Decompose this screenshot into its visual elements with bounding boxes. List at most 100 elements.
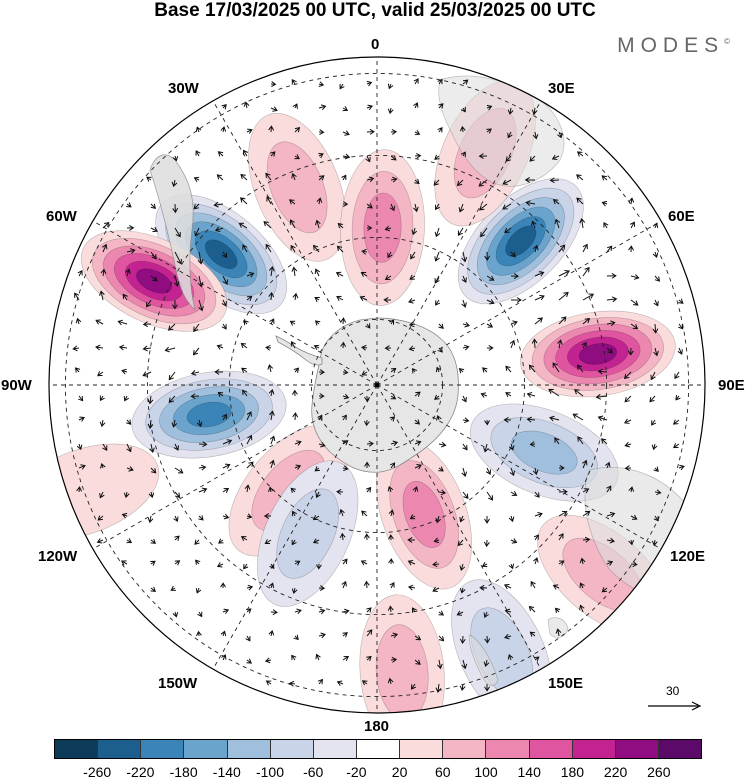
wind-arrow (601, 587, 608, 593)
wind-arrow (673, 443, 680, 449)
wind-arrow (508, 563, 515, 570)
wind-arrow (414, 391, 421, 397)
wind-arrow (414, 152, 422, 159)
wind-arrow (554, 607, 561, 614)
anomaly-contour (205, 239, 238, 270)
wind-arrow (317, 414, 323, 421)
wind-arrow (435, 683, 442, 693)
wind-arrow (214, 369, 224, 375)
wind-arrow (438, 489, 447, 496)
wind-arrow (413, 78, 419, 85)
wind-arrow (174, 227, 181, 238)
meridian-line (376, 384, 542, 670)
wind-arrow (579, 217, 586, 229)
wind-arrow (558, 465, 565, 471)
wind-arrow (438, 466, 444, 472)
wind-arrow (150, 203, 157, 209)
wind-arrow (294, 440, 302, 446)
wind-arrow (220, 630, 227, 637)
wind-arrow (433, 537, 440, 544)
wind-arrow (552, 584, 560, 590)
wind-arrow (293, 367, 300, 373)
wind-arrow (456, 179, 464, 187)
label-120e: 120E (670, 548, 706, 565)
wind-arrow (198, 515, 204, 521)
wind-arrow (290, 341, 296, 349)
wind-arrow (652, 323, 659, 334)
wind-arrow (246, 272, 255, 278)
wind-arrow (597, 368, 608, 375)
wind-arrow (292, 103, 298, 109)
wind-arrow (198, 487, 208, 493)
wind-arrow (534, 271, 545, 277)
wind-arrow (435, 366, 442, 373)
reference-vector-label: 30 (666, 684, 680, 698)
wind-arrow (582, 459, 588, 469)
wind-arrow (582, 317, 591, 325)
wind-arrow (168, 395, 176, 403)
wind-arrow (387, 251, 393, 259)
colorbar-swatch (270, 740, 314, 758)
wind-arrow (630, 514, 638, 520)
wind-arrow (293, 634, 299, 641)
wind-arrow (243, 101, 250, 109)
wind-arrow (432, 586, 440, 592)
wind-arrow (342, 130, 350, 136)
wind-arrow (456, 610, 464, 616)
wind-arrow (678, 464, 685, 471)
wind-arrow (624, 371, 632, 380)
wind-arrow (434, 275, 440, 284)
wind-arrow (390, 155, 397, 161)
wind-arrow (438, 635, 445, 642)
wind-arrow (390, 128, 398, 135)
wind-arrow (242, 244, 248, 253)
colorbar-swatch (486, 740, 530, 758)
wind-arrow (366, 655, 372, 662)
wind-arrow (509, 467, 516, 477)
wind-arrow (173, 443, 179, 451)
wind-arrow (193, 323, 200, 333)
wind-arrow (363, 419, 370, 427)
wind-arrow (366, 629, 373, 637)
wind-arrow (510, 297, 522, 303)
wind-arrow (459, 125, 466, 133)
wind-arrow (198, 441, 208, 448)
wind-arrow (246, 658, 252, 664)
wind-arrow (263, 220, 272, 229)
wind-arrow (292, 292, 299, 301)
wind-arrow (366, 203, 373, 209)
wind-arrow (435, 299, 441, 306)
wind-arrow (627, 347, 634, 356)
wind-arrow (433, 179, 440, 186)
wind-arrow (121, 512, 128, 519)
wind-arrow (197, 611, 203, 618)
wind-arrow (360, 560, 368, 566)
wind-arrow (630, 299, 639, 306)
wind-arrow (533, 534, 539, 541)
wind-arrow (78, 464, 86, 470)
label-150e: 150E (548, 675, 584, 692)
wind-arrow (582, 536, 591, 543)
wind-arrow (478, 179, 488, 187)
wind-arrow (194, 539, 200, 545)
wind-arrow (172, 299, 178, 310)
wind-arrow (125, 268, 131, 277)
wind-arrow (558, 316, 567, 325)
wind-arrow (390, 462, 396, 469)
wind-arrow (366, 225, 373, 231)
wind-arrow (76, 486, 83, 493)
wind-arrow (384, 225, 392, 232)
wind-arrow (486, 345, 494, 351)
wind-arrow (246, 584, 254, 591)
colorbar-tick-label: 220 (603, 764, 628, 780)
wind-arrow (240, 536, 248, 542)
wind-arrow (554, 218, 561, 229)
wind-arrow (484, 683, 490, 692)
wind-arrow (268, 291, 275, 301)
colorbar-tick-label: -60 (303, 764, 324, 780)
wind-arrow (265, 344, 272, 351)
wind-arrow (126, 248, 136, 254)
wind-arrow (265, 243, 272, 253)
wind-arrow (246, 608, 252, 614)
wind-arrow (342, 153, 351, 160)
